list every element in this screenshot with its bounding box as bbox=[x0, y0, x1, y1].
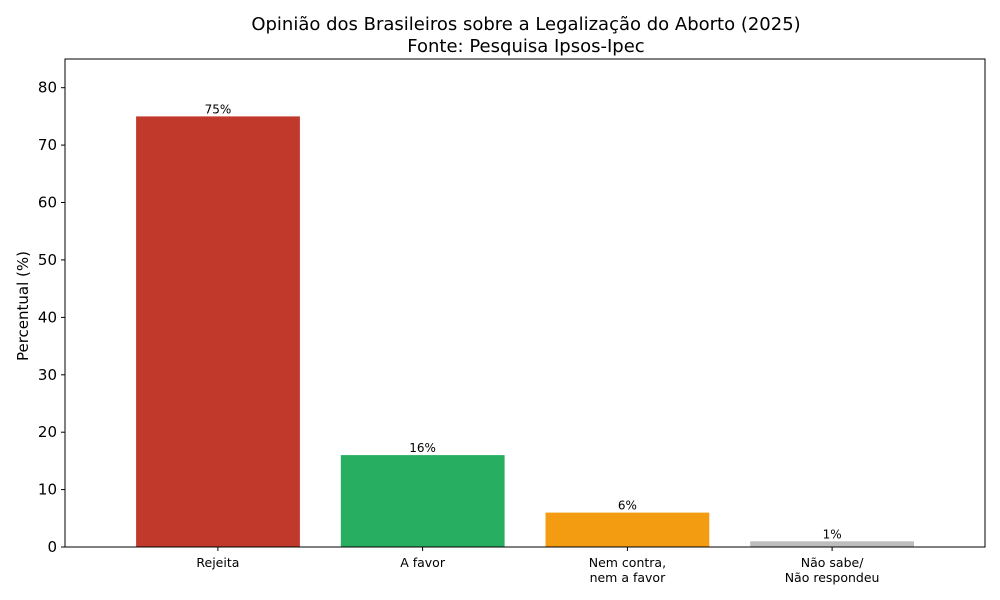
x-tick-label-2-0: Nem contra, bbox=[589, 555, 666, 570]
data-label-2: 6% bbox=[618, 499, 637, 513]
y-tick-label-5: 50 bbox=[38, 251, 57, 269]
bar-1 bbox=[340, 455, 505, 547]
bar-2 bbox=[545, 512, 710, 547]
x-ticks-group: Rejeita A favor Nem contra,nem a favor Não … bbox=[196, 547, 879, 585]
plot-frame bbox=[64, 58, 986, 548]
y-tick-label-4: 40 bbox=[38, 308, 57, 326]
data-label-1: 16% bbox=[409, 441, 436, 455]
y-axis-label: Percentual (%) bbox=[14, 251, 32, 361]
y-tick-label-8: 80 bbox=[38, 79, 57, 97]
y-tick-label-2: 20 bbox=[38, 423, 57, 441]
x-tick-label-0: Rejeita bbox=[196, 555, 239, 570]
y-tick-label-1: 10 bbox=[38, 481, 57, 499]
y-ticks-group: 0 10 20 30 40 50 60 70 80 bbox=[38, 79, 65, 556]
data-label-3: 1% bbox=[823, 527, 842, 541]
x-tick-label-1: A favor bbox=[400, 555, 446, 570]
y-tick-label-6: 60 bbox=[38, 194, 57, 212]
chart-subtitle: Fonte: Pesquisa Ipsos-Ipec bbox=[407, 36, 644, 57]
bar-3 bbox=[750, 541, 914, 547]
y-tick-label-3: 30 bbox=[38, 366, 57, 384]
x-tick-label-3-1: Não respondeu bbox=[785, 570, 880, 585]
bars-group: 75% 16% 6% 1% bbox=[136, 102, 914, 548]
x-tick-label-2-1: nem a favor bbox=[590, 570, 667, 585]
data-label-0: 75% bbox=[205, 102, 232, 116]
y-tick-label-7: 70 bbox=[38, 136, 57, 154]
chart-title: Opinião dos Brasileiros sobre a Legaliza… bbox=[251, 14, 800, 35]
y-tick-label-0: 0 bbox=[47, 538, 57, 556]
bar-0 bbox=[136, 116, 300, 548]
x-tick-label-3-0: Não sabe/ bbox=[801, 555, 864, 570]
